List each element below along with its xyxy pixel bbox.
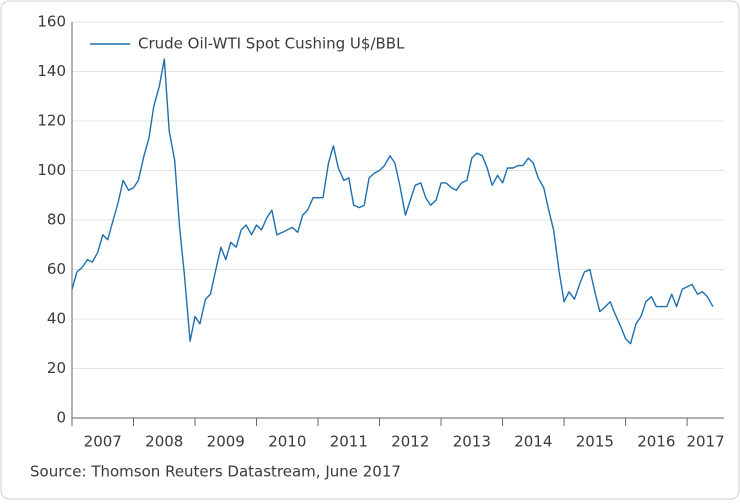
x-tick-label: 2015 [576,433,614,451]
series-line [71,58,714,345]
x-tick-label: 2009 [207,433,245,451]
y-tick-label: 80 [47,211,66,229]
x-tick-label: 2012 [391,433,429,451]
y-tick-label: 40 [47,310,66,328]
x-tick-label: 2008 [145,433,183,451]
x-tick-label: 2007 [84,433,122,451]
source: Source: Thomson Reuters Datastream, June… [30,463,401,481]
x-tick-label: 2011 [330,433,368,451]
y-tick-label: 0 [56,409,66,427]
y-tick-label: 160 [37,13,66,31]
y-tick-label: 140 [37,62,66,80]
x-tick-label: 2016 [637,433,675,451]
x-tick-label: 2010 [268,433,306,451]
x-tick-label: 2017 [686,433,724,451]
y-tick-label: 20 [47,359,66,377]
y-tick-label: 100 [37,161,66,179]
y-tick-label: 120 [37,112,66,130]
legend-label: Crude Oil-WTI Spot Cushing U$/BBL [138,35,405,53]
x-tick-label: 2014 [514,433,552,451]
y-tick-label: 60 [47,260,66,278]
x-tick-label: 2013 [453,433,491,451]
